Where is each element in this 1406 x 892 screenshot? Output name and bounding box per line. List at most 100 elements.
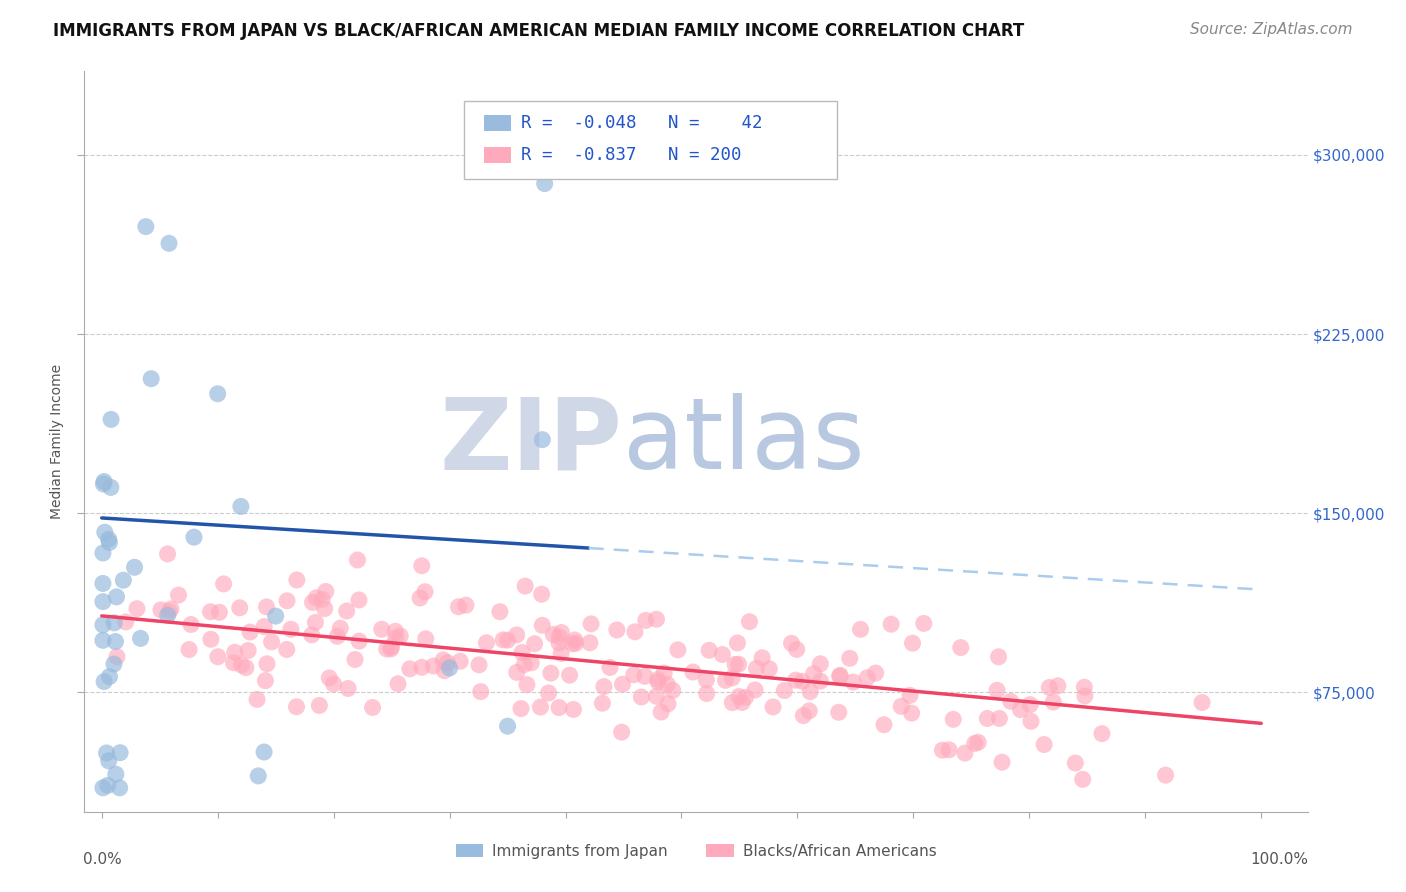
- Point: [104, 767, 127, 781]
- Point: [346, 553, 368, 567]
- Point: [253, 619, 276, 633]
- Point: [124, 560, 146, 574]
- Point: [276, 642, 298, 657]
- Point: [177, 642, 200, 657]
- Point: [247, 769, 270, 783]
- FancyBboxPatch shape: [464, 101, 837, 178]
- Point: [880, 617, 903, 632]
- Point: [562, 702, 585, 716]
- Point: [579, 616, 602, 631]
- Point: [634, 614, 657, 628]
- Point: [938, 743, 960, 757]
- Point: [762, 700, 785, 714]
- Point: [721, 696, 744, 710]
- Point: [1191, 696, 1213, 710]
- Point: [280, 622, 302, 636]
- Point: [949, 640, 972, 655]
- Point: [537, 686, 560, 700]
- Point: [1064, 756, 1087, 770]
- Point: [97, 778, 120, 792]
- Point: [986, 683, 1008, 698]
- Point: [94, 525, 117, 540]
- Point: [387, 677, 409, 691]
- Point: [98, 669, 121, 683]
- Point: [398, 662, 420, 676]
- Point: [515, 579, 537, 593]
- Point: [856, 671, 879, 685]
- Point: [1074, 689, 1097, 703]
- Text: atlas: atlas: [623, 393, 865, 490]
- Point: [103, 615, 125, 630]
- Point: [489, 605, 512, 619]
- Point: [695, 673, 717, 687]
- Point: [93, 475, 115, 489]
- Point: [645, 612, 668, 626]
- Point: [105, 649, 128, 664]
- Point: [200, 632, 222, 647]
- Point: [506, 665, 529, 680]
- Point: [91, 595, 114, 609]
- Point: [413, 584, 436, 599]
- Point: [314, 601, 336, 615]
- Point: [727, 690, 749, 704]
- Point: [285, 699, 308, 714]
- Point: [751, 650, 773, 665]
- Bar: [484, 115, 512, 131]
- Point: [666, 643, 689, 657]
- Point: [696, 687, 718, 701]
- Point: [100, 412, 122, 426]
- Point: [967, 735, 990, 749]
- Point: [505, 628, 527, 642]
- Point: [93, 477, 115, 491]
- Point: [1071, 772, 1094, 787]
- Point: [447, 599, 470, 614]
- Point: [256, 599, 278, 614]
- Point: [1042, 695, 1064, 709]
- Point: [439, 661, 461, 675]
- Point: [93, 674, 115, 689]
- Point: [550, 647, 572, 661]
- Point: [963, 736, 986, 750]
- Point: [606, 623, 628, 637]
- Point: [931, 743, 953, 757]
- Point: [647, 673, 669, 687]
- Text: ZIP: ZIP: [440, 393, 623, 490]
- Point: [540, 666, 562, 681]
- Text: Source: ZipAtlas.com: Source: ZipAtlas.com: [1189, 22, 1353, 37]
- Point: [129, 632, 152, 646]
- Point: [347, 593, 370, 607]
- Legend: Immigrants from Japan, Blacks/African Americans: Immigrants from Japan, Blacks/African Am…: [450, 838, 942, 864]
- Point: [564, 632, 586, 647]
- Point: [285, 573, 308, 587]
- Point: [422, 659, 444, 673]
- Point: [322, 677, 344, 691]
- Point: [468, 657, 491, 672]
- Point: [647, 674, 669, 689]
- Point: [389, 629, 412, 643]
- Point: [103, 657, 125, 671]
- Point: [550, 625, 572, 640]
- Point: [149, 603, 172, 617]
- Point: [548, 636, 571, 650]
- Text: R =  -0.837   N = 200: R = -0.837 N = 200: [522, 146, 741, 164]
- Point: [714, 673, 737, 688]
- Point: [579, 636, 602, 650]
- Point: [492, 632, 515, 647]
- Text: IMMIGRANTS FROM JAPAN VS BLACK/AFRICAN AMERICAN MEDIAN FAMILY INCOME CORRELATION: IMMIGRANTS FROM JAPAN VS BLACK/AFRICAN A…: [53, 22, 1025, 40]
- Point: [246, 692, 269, 706]
- Point: [326, 629, 349, 643]
- Point: [873, 717, 896, 731]
- Point: [449, 654, 471, 668]
- Point: [1000, 694, 1022, 708]
- Point: [301, 595, 323, 609]
- Point: [630, 690, 652, 704]
- Point: [200, 605, 222, 619]
- Point: [156, 547, 179, 561]
- Point: [803, 666, 825, 681]
- Point: [100, 480, 122, 494]
- Point: [808, 657, 831, 671]
- Point: [125, 601, 148, 615]
- Point: [347, 634, 370, 648]
- Point: [721, 671, 744, 685]
- Point: [167, 588, 190, 602]
